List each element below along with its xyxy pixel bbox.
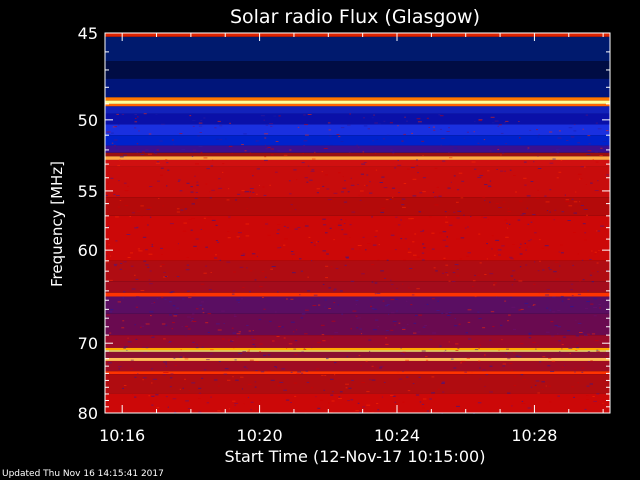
heatmap-area <box>105 33 610 414</box>
noise-speckle <box>105 113 609 414</box>
x-tick-label: 10:24 <box>374 426 420 445</box>
frequency-band <box>105 36 610 62</box>
frequency-band <box>105 103 610 107</box>
plot-frame <box>104 32 611 414</box>
frequency-band <box>105 292 610 297</box>
frequency-band <box>105 351 610 358</box>
frequency-band <box>105 61 610 79</box>
y-tick-label: 60 <box>78 241 98 260</box>
frequency-band <box>105 97 610 101</box>
y-tick-label: 50 <box>78 111 98 130</box>
frequency-band <box>105 281 610 293</box>
y-tick-label: 70 <box>78 334 98 353</box>
frequency-band <box>105 33 610 37</box>
y-tick-label: 80 <box>78 404 98 423</box>
frequency-band <box>105 350 610 352</box>
frequency-band <box>105 78 610 98</box>
frequency-band <box>105 374 610 394</box>
y-tick-label: 55 <box>78 182 98 201</box>
y-tick-label: 45 <box>78 24 98 43</box>
chart-title: Solar radio Flux (Glasgow) <box>230 6 480 28</box>
frequency-band <box>105 156 610 160</box>
x-tick-label: 10:28 <box>511 426 557 445</box>
frequency-band <box>105 335 610 348</box>
y-tick-labels: 45 50 55 60 70 80 <box>78 24 98 423</box>
x-tick-label: 10:16 <box>99 426 145 445</box>
frequency-band <box>105 347 610 351</box>
frequency-band <box>105 197 610 216</box>
frequency-band <box>105 260 610 282</box>
frequency-band <box>105 159 610 167</box>
frequency-band <box>105 313 610 336</box>
frequency-band <box>105 371 610 375</box>
frequency-band <box>105 135 610 146</box>
updated-timestamp: Updated Thu Nov 16 14:15:41 2017 <box>2 469 164 479</box>
frequency-band <box>105 357 610 361</box>
frequency-band <box>105 106 610 114</box>
frequency-band <box>105 215 610 261</box>
frequency-band <box>105 393 610 413</box>
axis-ticks <box>105 32 610 414</box>
frequency-band <box>105 152 610 157</box>
x-axis-label: Start Time (12-Nov-17 10:15:00) <box>225 447 486 466</box>
frequency-band <box>105 124 610 136</box>
frequency-band <box>105 360 610 372</box>
x-tick-label: 10:20 <box>237 426 283 445</box>
x-tick-labels: 10:16 10:20 10:24 10:28 <box>99 426 557 445</box>
frequency-band <box>105 145 610 153</box>
frequency-band <box>105 100 610 104</box>
frequency-band <box>105 296 610 314</box>
frequency-band <box>105 113 610 125</box>
frequency-band <box>105 166 610 198</box>
y-axis-label: Frequency [MHz] <box>48 161 66 287</box>
